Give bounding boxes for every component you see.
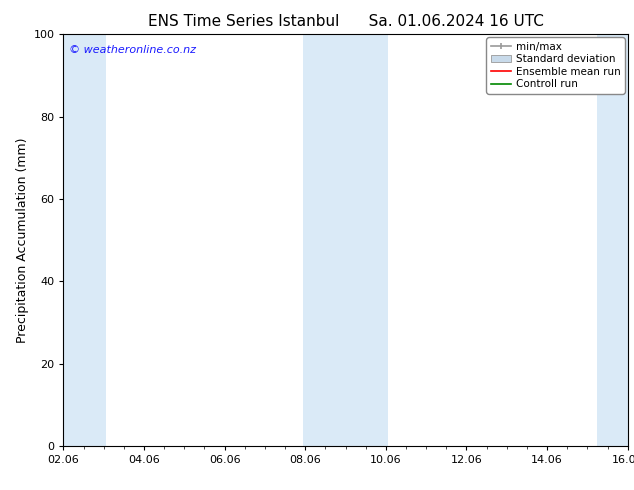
Y-axis label: Precipitation Accumulation (mm): Precipitation Accumulation (mm) [16,137,29,343]
Bar [63,34,106,446]
Bar [303,34,388,446]
Bar [597,34,628,446]
Legend: min/max, Standard deviation, Ensemble mean run, Controll run: min/max, Standard deviation, Ensemble me… [486,37,624,94]
Title: ENS Time Series Istanbul      Sa. 01.06.2024 16 UTC: ENS Time Series Istanbul Sa. 01.06.2024 … [148,14,543,29]
Text: © weatheronline.co.nz: © weatheronline.co.nz [69,45,196,54]
